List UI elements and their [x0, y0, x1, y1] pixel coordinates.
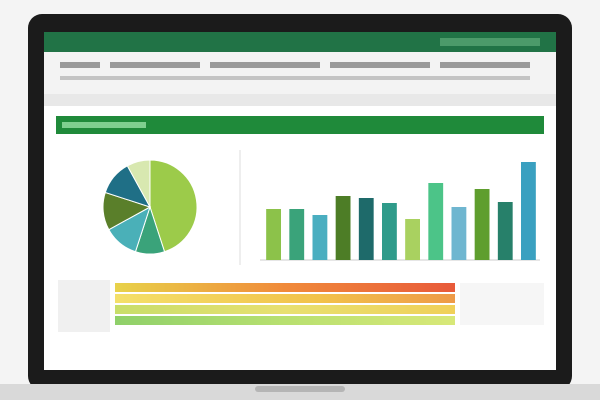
heat-row [115, 305, 455, 314]
bar [428, 183, 444, 260]
ribbon-icon[interactable] [330, 62, 430, 68]
ribbon-icon[interactable] [60, 62, 100, 68]
bar [266, 209, 281, 260]
laptop-notch [255, 386, 345, 392]
pie-slice [149, 159, 198, 253]
ribbon-icons [60, 62, 530, 80]
bar [358, 198, 374, 260]
bar [382, 203, 397, 260]
bar [451, 207, 467, 260]
bar [474, 189, 490, 260]
formula-bar[interactable] [44, 94, 556, 106]
bar [497, 202, 513, 260]
ribbon-icon[interactable] [440, 62, 530, 68]
ribbon-icon[interactable] [210, 62, 320, 68]
bar [521, 162, 536, 260]
pie-slice [126, 159, 151, 208]
heat-row [115, 283, 455, 292]
row-headers [58, 280, 110, 332]
bar [289, 209, 305, 260]
heat-row [115, 316, 455, 325]
side-columns [460, 283, 544, 325]
bar [405, 219, 420, 260]
ribbon [44, 52, 556, 94]
bar [335, 196, 351, 260]
title-bar [44, 32, 556, 52]
ribbon-icon-row [60, 76, 530, 80]
heat-table [58, 280, 544, 332]
heat-row [115, 294, 455, 303]
sheet-banner [56, 116, 544, 134]
ribbon-icon[interactable] [110, 62, 200, 68]
search-box[interactable] [440, 38, 540, 46]
banner-heading [62, 122, 146, 128]
bar [312, 215, 328, 260]
